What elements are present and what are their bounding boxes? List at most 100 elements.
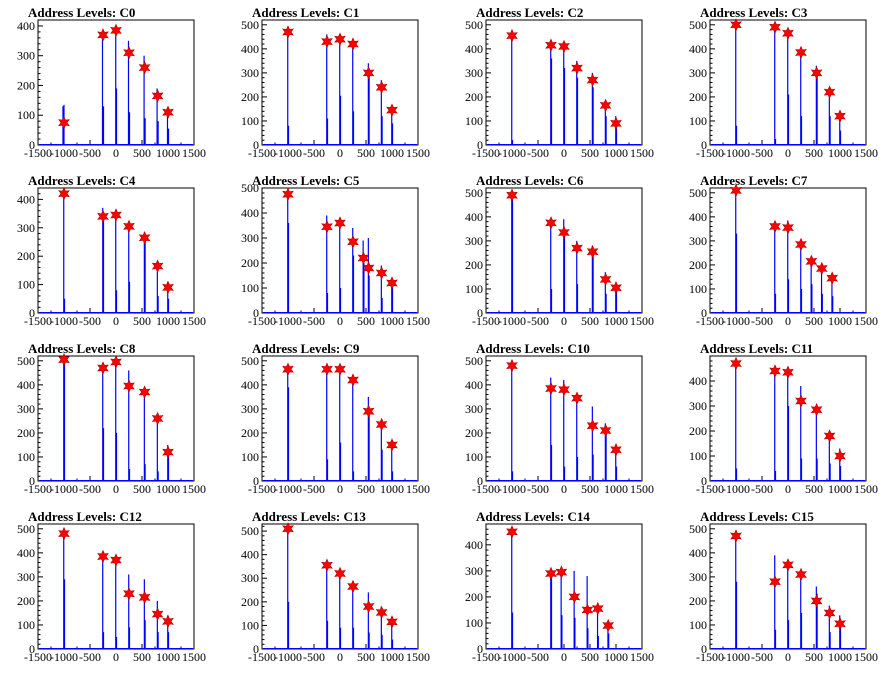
y-tick-label: 500 [689,18,707,32]
peak-marker [138,590,151,605]
y-tick-label: 100 [17,450,35,464]
y-tick-label: 400 [465,42,483,56]
x-tick-label: -1500 [696,314,724,328]
peak-marker [545,38,557,52]
x-tick-label: 500 [581,650,599,664]
peak-marker [347,579,359,594]
peak-marker [138,385,151,399]
peak-marker [782,558,794,572]
x-tick-label: 0 [337,650,343,664]
y-tick-label: 100 [17,108,35,122]
peak-marker [571,241,583,255]
y-tick-label: 300 [689,66,707,80]
peak-marker [123,45,135,60]
y-tick-label: 400 [241,548,259,562]
x-tick-label: -1000 [274,146,302,160]
peak-marker [110,208,122,222]
x-tick-label: -1500 [248,146,276,160]
x-tick-label: 1500 [182,650,206,664]
y-tick-label: 200 [241,256,259,270]
x-tick-label: -1500 [472,482,500,496]
y-tick-label: 400 [689,42,707,56]
peak-marker [162,280,174,295]
peak-marker [586,244,599,259]
peak-marker [58,526,70,541]
y-tick-label: 500 [465,354,483,368]
x-tick-label: -500 [527,650,549,664]
x-tick-label: 1500 [182,314,206,328]
x-tick-label: -1000 [274,650,302,664]
x-tick-label: 1500 [630,482,654,496]
peak-marker [162,105,174,120]
y-tick-label: 400 [17,192,35,206]
y-tick-label: 500 [241,524,259,538]
x-tick-label: 0 [113,314,119,328]
histogram-panel: Address Levels: C10100200300400500-1500-… [241,5,430,160]
y-tick-label: 300 [241,402,259,416]
panel-title: Address Levels: C15 [700,509,814,524]
peak-marker [347,37,359,51]
y-tick-label: 100 [241,281,259,295]
peak-marker [151,411,164,426]
x-tick-label: -1000 [50,314,78,328]
x-tick-label: -1500 [696,482,724,496]
peak-marker [110,355,122,369]
peak-marker [545,381,557,396]
histogram-panel: Address Levels: C20100200300400500-1500-… [465,5,654,160]
peak-marker [810,403,823,417]
peak-marker [558,225,570,240]
peak-marker [282,362,294,376]
x-tick-label: -1500 [248,650,276,664]
y-tick-label: 400 [241,206,259,220]
y-tick-label: 300 [241,231,259,245]
peak-marker [162,445,174,459]
peak-marker [805,254,818,269]
peak-marker [362,599,375,614]
histogram-panel: Address Levels: C15 0 100 200 300 400 500 -1500… [689,509,878,664]
x-tick-label: -500 [303,146,325,160]
y-tick-label: 100 [465,114,483,128]
peak-marker [599,423,612,438]
y-tick-label: 200 [241,426,259,440]
x-tick-label: 0 [337,314,343,328]
x-tick-label: -500 [751,146,773,160]
panel-title: Address Levels: C0 [28,5,135,20]
y-tick-label: 300 [465,234,483,248]
x-tick-label: 1000 [156,146,180,160]
y-tick-label: 500 [241,354,259,368]
peak-marker [568,590,581,604]
x-tick-label: 1500 [406,314,430,328]
x-tick-label: -1500 [24,482,52,496]
y-tick-label: 100 [241,618,259,632]
y-tick-label: 200 [689,594,707,608]
panel-title: Address Levels: C5 [252,173,360,188]
x-tick-label: -500 [751,314,773,328]
peak-marker [506,188,518,202]
peak-marker [602,618,615,633]
x-tick-label: 0 [337,146,343,160]
y-tick-label: 400 [17,19,35,33]
x-tick-label: 1000 [604,146,628,160]
x-tick-label: -1500 [24,146,52,160]
x-tick-label: 500 [805,482,823,496]
peak-marker [769,574,781,589]
peak-marker [730,183,742,198]
peak-marker [362,404,375,419]
x-tick-label: 1000 [604,482,628,496]
x-tick-label: -500 [303,650,325,664]
x-tick-label: 500 [357,146,375,160]
y-tick-label: 300 [241,571,259,585]
x-tick-label: 500 [805,650,823,664]
panel-title: Address Levels: C2 [476,5,583,20]
x-tick-label: -500 [751,482,773,496]
x-tick-label: -1000 [50,650,78,664]
y-tick-label: 500 [689,522,707,536]
y-tick-label: 0 [701,306,707,320]
x-tick-label: -1500 [248,482,276,496]
panel-title: Address Levels: C1 [252,5,359,20]
peak-marker [138,230,151,245]
peak-marker [810,594,823,608]
y-tick-label: 400 [465,378,483,392]
peak-marker [730,18,742,32]
y-tick-label: 400 [689,374,707,388]
